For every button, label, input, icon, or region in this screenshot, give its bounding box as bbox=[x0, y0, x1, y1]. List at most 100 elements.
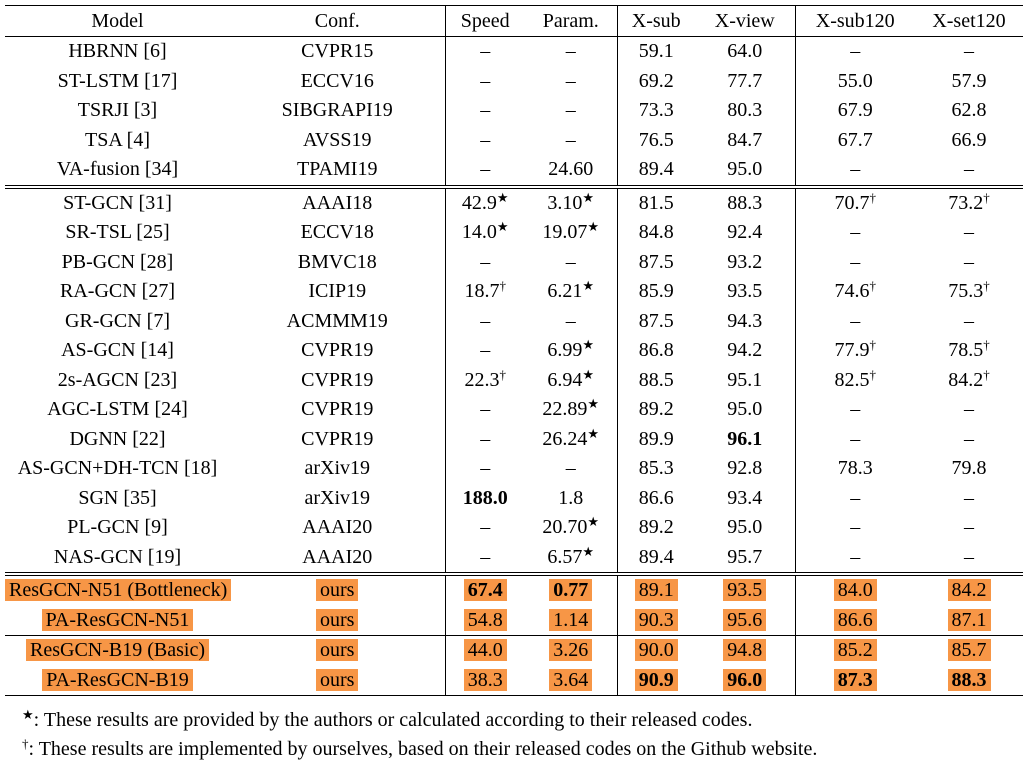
footnote-mark: † bbox=[22, 736, 29, 751]
table-cell: ResGCN-N51 (Bottleneck) bbox=[5, 574, 232, 606]
table-cell: BMVC18 bbox=[230, 247, 446, 277]
table-cell: 59.1 bbox=[617, 37, 695, 67]
table-cell: 95.1 bbox=[695, 365, 796, 395]
cell-text: 84.2 bbox=[947, 579, 991, 602]
table-cell: 0.77 bbox=[525, 574, 618, 606]
table-cell: 67.4 bbox=[445, 574, 525, 606]
table-row: RA-GCN [27] ICIP19 18.7† 6.21★ 85.9 93.5 74.6†… bbox=[5, 277, 1023, 307]
cell-text: 88.5 bbox=[638, 368, 674, 391]
table-cell: 88.3 bbox=[695, 186, 796, 218]
table-cell: – bbox=[445, 248, 525, 278]
cell-text: AVSS19 bbox=[302, 128, 372, 151]
cell-text: 80.3 bbox=[727, 99, 763, 122]
table-cell: AVSS19 bbox=[230, 125, 446, 155]
cell-text: 93.5 bbox=[727, 280, 763, 303]
table-cell: 87.5 bbox=[617, 307, 695, 337]
cell-text: – bbox=[850, 398, 861, 421]
table-cell: arXiv19 bbox=[230, 454, 446, 484]
table-row: TSRJI [3] SIBGRAPI19 – – 73.3 80.3 67.9 62.8 bbox=[5, 96, 1023, 126]
cell-text: 84.2† bbox=[948, 368, 990, 391]
cell-text: 90.9 bbox=[634, 668, 678, 691]
cell-value: 6.99 bbox=[547, 339, 583, 362]
table-cell: 95.0 bbox=[695, 395, 796, 425]
cell-text: ResGCN-B19 (Basic) bbox=[26, 639, 209, 662]
cell-text: – bbox=[964, 545, 974, 568]
cell-text: 3.26 bbox=[549, 639, 593, 662]
table-cell: HBRNN [6] bbox=[5, 37, 230, 67]
table-cell: ICIP19 bbox=[230, 277, 446, 307]
table-cell: 22.89★ bbox=[525, 395, 618, 425]
header-row: Model Conf. Speed Param. X-sub X-view X-sub120… bbox=[5, 5, 1023, 37]
table-cell: 79.8 bbox=[915, 454, 1023, 484]
table-cell: 67.9 bbox=[795, 96, 915, 126]
cell-text: 89.4 bbox=[638, 545, 674, 568]
cell-text: 87.5 bbox=[638, 309, 674, 332]
table-cell: RA-GCN [27] bbox=[5, 277, 230, 307]
cell-text: – bbox=[565, 40, 576, 63]
cell-value: 3.10 bbox=[547, 191, 583, 214]
table-cell: – bbox=[915, 307, 1023, 337]
table-row: AS-GCN+DH-TCN [18] arXiv19 – – 85.3 92.8 78.3 7… bbox=[5, 454, 1023, 484]
table-cell: 14.0★ bbox=[445, 218, 525, 248]
table-row: AS-GCN [14] CVPR19–6.99★ 86.8 94.2 77.9† 78.5… bbox=[5, 336, 1023, 366]
table-cell: 73.3 bbox=[617, 96, 695, 126]
cell-text: ours bbox=[316, 639, 359, 662]
cell-footnote-mark: ★ bbox=[587, 425, 600, 441]
cell-text: PB-GCN [28] bbox=[61, 250, 174, 273]
table-cell: 90.0 bbox=[617, 636, 695, 666]
table-cell: – bbox=[445, 307, 525, 337]
cell-text: 67.9 bbox=[837, 99, 873, 122]
cell-text: – bbox=[480, 128, 491, 151]
cell-text: – bbox=[565, 309, 576, 332]
table-row: PL-GCN [9] AAAI20 – 20.70★ 89.2 95.0 – – bbox=[5, 513, 1023, 543]
cell-text: – bbox=[565, 99, 576, 122]
cell-text: – bbox=[964, 486, 974, 509]
table-cell: – bbox=[525, 96, 618, 126]
table-cell: – bbox=[915, 395, 1023, 425]
table-cell: ours bbox=[230, 665, 446, 696]
cell-text: – bbox=[964, 516, 974, 539]
table-cell: VA-fusion [34] bbox=[5, 155, 230, 189]
cell-text: 95.6 bbox=[723, 608, 767, 631]
cell-text: 76.5 bbox=[638, 128, 674, 151]
table-cell: 95.0 bbox=[695, 155, 796, 189]
table-cell: 64.0 bbox=[695, 36, 796, 67]
table-cell: 20.70★ bbox=[525, 513, 618, 543]
cell-text: 90.0 bbox=[634, 639, 678, 662]
cell-text: TSRJI [3] bbox=[77, 99, 158, 122]
cell-text: 93.2 bbox=[727, 250, 763, 273]
cell-text: – bbox=[850, 158, 861, 181]
cell-text: 87.3 bbox=[833, 668, 877, 691]
table-row: PB-GCN [28] BMVC18 – – 87.5 93.2 – – bbox=[5, 247, 1023, 278]
cell-text: 94.2 bbox=[727, 339, 763, 362]
cell-text: – bbox=[850, 486, 861, 509]
cell-value: 73.2 bbox=[948, 191, 984, 214]
table-section: HBRNN [6] CVPR15 – – 59.1 64.0 – – ST-LSTM [17] E… bbox=[5, 36, 1023, 189]
cell-text: 94.8 bbox=[723, 639, 767, 662]
table-cell: ST-GCN [31] bbox=[5, 187, 230, 219]
cell-text: RA-GCN [27] bbox=[60, 280, 175, 303]
cell-value: 75.3 bbox=[948, 280, 984, 303]
cell-footnote-mark: ★ bbox=[587, 219, 600, 235]
cell-text: 79.8 bbox=[951, 457, 987, 480]
cell-text: 78.3 bbox=[837, 457, 873, 480]
footnote-text: : These results are provided by the auth… bbox=[33, 709, 753, 731]
cell-text: 78.5† bbox=[948, 338, 990, 361]
table-cell: – bbox=[525, 66, 618, 96]
cell-text: 67.4 bbox=[463, 579, 507, 602]
cell-value: 26.24 bbox=[542, 427, 588, 450]
cell-text: 73.2† bbox=[948, 191, 990, 214]
table-cell: NAS-GCN [19] bbox=[5, 542, 230, 576]
cell-text: 90.3 bbox=[634, 608, 678, 631]
cell-text: – bbox=[480, 158, 491, 181]
cell-text: AGC-LSTM [24] bbox=[47, 398, 188, 421]
cell-text: 3.10★ bbox=[547, 191, 594, 214]
footnote: †: These results are implemented by ours… bbox=[22, 735, 817, 764]
table-cell: 62.8 bbox=[915, 96, 1023, 126]
table-cell: 87.3 bbox=[795, 665, 915, 696]
table-cell: ECCV16 bbox=[230, 66, 446, 96]
table-cell: SIBGRAPI19 bbox=[230, 96, 446, 126]
table-cell: 78.3 bbox=[795, 454, 915, 484]
table-cell: 86.6 bbox=[795, 605, 915, 636]
